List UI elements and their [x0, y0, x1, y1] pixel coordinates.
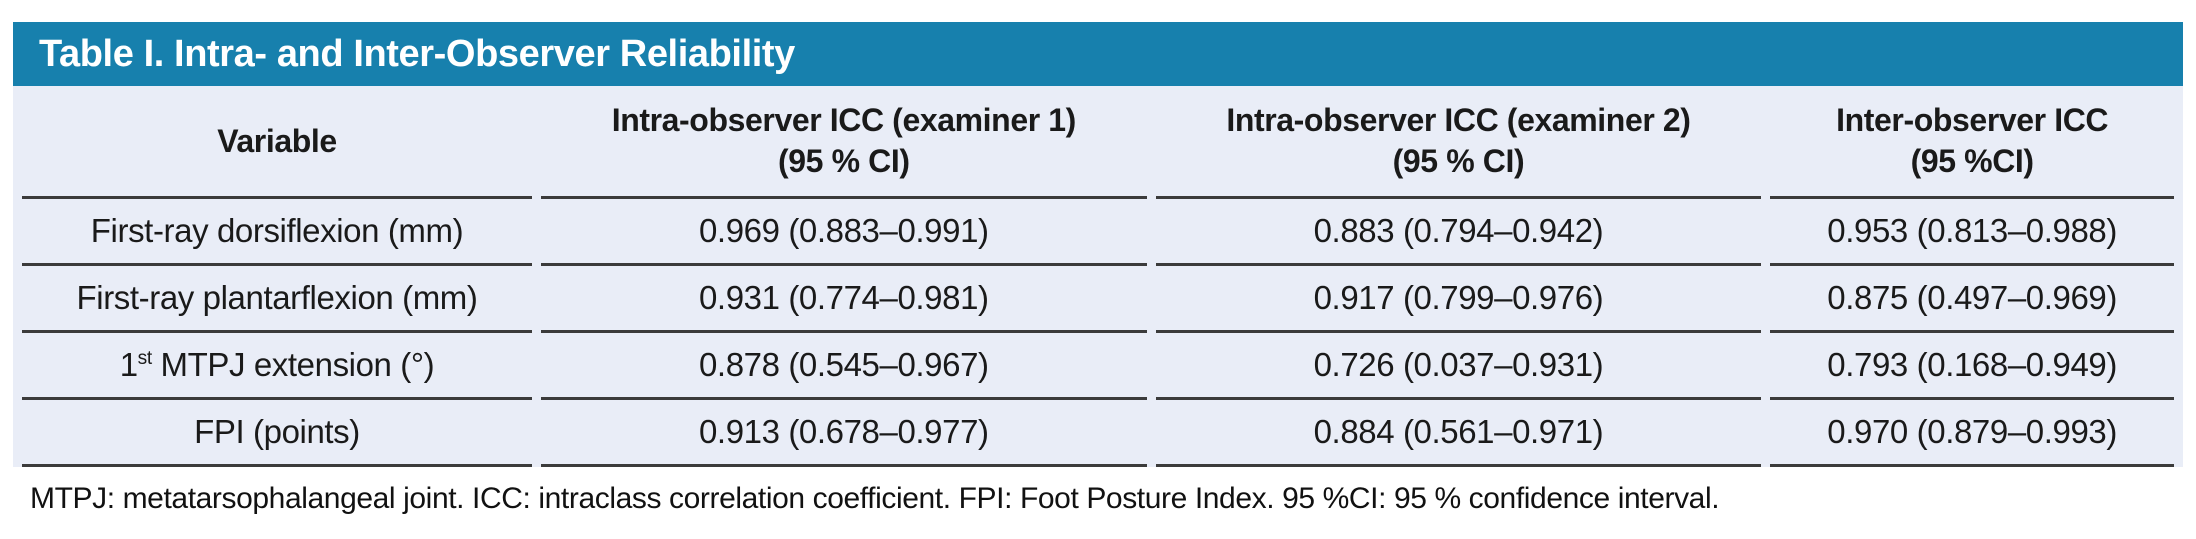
header-line1: Intra-observer ICC (examiner 1): [611, 102, 1077, 139]
variable-rest: MTPJ extension (°): [151, 346, 435, 383]
row-variable: First-ray plantarflexion (mm): [22, 263, 532, 330]
cell-icc-examiner1: 0.969 (0.883–0.991): [541, 196, 1147, 263]
table-header: Variable Intra-observer ICC (examiner 1)…: [22, 86, 2174, 196]
cell-icc-examiner2: 0.883 (0.794–0.942): [1155, 196, 1762, 263]
cell-icc-examiner2: 0.884 (0.561–0.971): [1155, 397, 1762, 467]
header-intra-observer-2: Intra-observer ICC (examiner 2) (95 % CI…: [1156, 86, 1762, 196]
header-intra-observer-1: Intra-observer ICC (examiner 1) (95 % CI…: [541, 86, 1147, 196]
row-variable: First-ray dorsiflexion (mm): [22, 196, 532, 263]
cell-icc-interobserver: 0.793 (0.168–0.949): [1770, 330, 2174, 397]
header-line2: (95 % CI): [1392, 143, 1525, 179]
header-line1: Variable: [217, 122, 337, 159]
header-line1: Inter-observer ICC: [1836, 102, 2109, 139]
row-variable: 1st MTPJ extension (°): [22, 330, 532, 397]
row-variable: FPI (points): [22, 397, 532, 467]
table-row-first-ray-dorsiflexion: First-ray dorsiflexion (mm) 0.969 (0.883…: [22, 196, 2174, 263]
reliability-table: Variable Intra-observer ICC (examiner 1)…: [13, 86, 2183, 467]
table-title-bar: Table I. Intra- and Inter-Observer Relia…: [13, 22, 2183, 86]
table-row-fpi: FPI (points) 0.913 (0.678–0.977) 0.884 (…: [22, 397, 2174, 467]
table-row-mtpj-extension: 1st MTPJ extension (°) 0.878 (0.545–0.96…: [22, 330, 2174, 397]
variable-number: 1: [119, 346, 138, 383]
cell-icc-examiner2: 0.726 (0.037–0.931): [1155, 330, 1762, 397]
header-line1: Intra-observer ICC (examiner 2): [1226, 102, 1691, 139]
cell-icc-examiner1: 0.931 (0.774–0.981): [541, 263, 1147, 330]
cell-icc-interobserver: 0.875 (0.497–0.969): [1770, 263, 2174, 330]
table-body: First-ray dorsiflexion (mm) 0.969 (0.883…: [22, 196, 2174, 467]
cell-icc-interobserver: 0.970 (0.879–0.993): [1770, 397, 2174, 467]
table-footnote: MTPJ: metatarsophalangeal joint. ICC: in…: [30, 482, 1720, 515]
header-inter-observer: Inter-observer ICC (95 %CI): [1770, 86, 2174, 196]
header-row: Variable Intra-observer ICC (examiner 1)…: [22, 86, 2174, 196]
cell-icc-examiner1: 0.878 (0.545–0.967): [541, 330, 1147, 397]
header-line2: (95 % CI): [778, 143, 910, 179]
header-variable: Variable: [22, 86, 532, 196]
header-line2: (95 %CI): [1910, 143, 2034, 179]
variable-ordinal-suffix: st: [137, 348, 152, 369]
table-container: Table I. Intra- and Inter-Observer Relia…: [13, 22, 2183, 516]
cell-icc-examiner2: 0.917 (0.799–0.976): [1155, 263, 1762, 330]
cell-icc-interobserver: 0.953 (0.813–0.988): [1770, 196, 2174, 263]
table-title: Table I. Intra- and Inter-Observer Relia…: [39, 32, 795, 75]
table-row-first-ray-plantarflexion: First-ray plantarflexion (mm) 0.931 (0.7…: [22, 263, 2174, 330]
cell-icc-examiner1: 0.913 (0.678–0.977): [541, 397, 1147, 467]
